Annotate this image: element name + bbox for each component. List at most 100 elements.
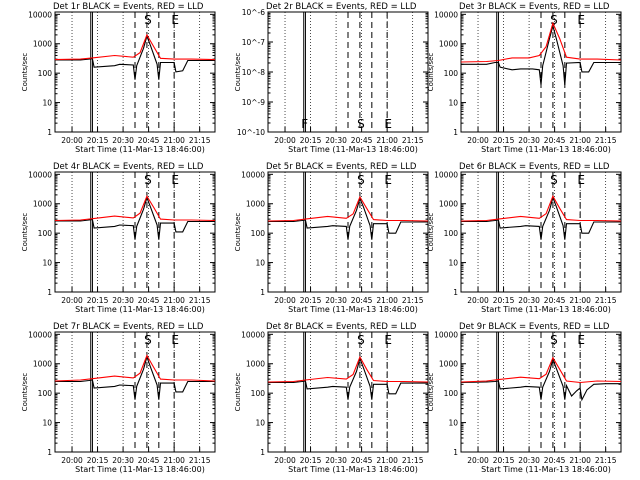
x-tick-label: 21:15 (595, 456, 617, 465)
x-tick-label: 20:30 (518, 296, 540, 305)
x-axis-label: Start Time (11-Mar-13 18:46:00) (75, 465, 205, 474)
y-tick-label: 10^-10 (237, 128, 265, 137)
lld-series-line (267, 355, 429, 383)
x-tick-label: 20:45 (138, 136, 160, 145)
y-tick-label: 10 (42, 99, 52, 108)
x-tick-label: 20:45 (138, 456, 160, 465)
x-tick-label: 20:00 (61, 136, 83, 145)
panel-det-4r: Det 4r BLACK = Events, RED = LLD 1 10 100 10… (21, 162, 216, 314)
x-tick-label: 21:15 (189, 136, 211, 145)
y-axis-label: Counts/sec (234, 373, 242, 412)
y-tick-label: 100 (38, 389, 53, 398)
events-series-line (461, 23, 621, 85)
x-axis-label: Start Time (11-Mar-13 18:46:00) (288, 465, 418, 474)
y-axis-label: Counts/sec (234, 53, 242, 92)
y-tick-label: 1 (260, 448, 265, 457)
y-axis-label: Counts/sec (234, 213, 242, 252)
x-axis-label: Start Time (11-Mar-13 18:46:00) (288, 305, 418, 314)
y-tick-label: 1000 (439, 200, 458, 209)
x-tick-label: 20:00 (274, 136, 296, 145)
x-tick-label: 21:15 (595, 136, 617, 145)
y-tick-label: 1 (260, 288, 265, 297)
event-marker-label: E (577, 173, 585, 187)
panel-title: Det 2r BLACK = Events, RED = LLD (266, 2, 417, 12)
y-tick-label: 10 (448, 259, 458, 268)
y-tick-label: 10000 (28, 10, 52, 19)
x-tick-label: 20:15 (87, 136, 109, 145)
x-tick-label: 21:00 (376, 456, 398, 465)
lld-series-line (54, 354, 216, 382)
events-series-line (460, 357, 621, 402)
y-tick-label: 10 (448, 419, 458, 428)
y-axis-label: Counts/sec (427, 373, 435, 412)
x-tick-label: 20:30 (518, 456, 540, 465)
event-marker-label: E (384, 117, 392, 131)
y-tick-label: 1 (47, 288, 52, 297)
y-tick-label: 10000 (241, 170, 265, 179)
x-tick-label: 20:45 (544, 456, 566, 465)
event-marker-label: S (357, 333, 365, 347)
lld-series-line (54, 194, 216, 222)
y-tick-label: 1 (453, 448, 458, 457)
event-marker-label: S (144, 173, 152, 187)
y-tick-label: 1000 (439, 360, 458, 369)
x-tick-label: 20:15 (493, 456, 515, 465)
y-axis-label: Counts/sec (427, 53, 435, 92)
panel-det-7r: Det 7r BLACK = Events, RED = LLD 1 10 100 10… (21, 322, 216, 474)
x-tick-label: 21:15 (189, 296, 211, 305)
x-tick-label: 21:15 (402, 136, 424, 145)
y-tick-label: 10^-9 (242, 98, 266, 107)
y-axis-label: Counts/sec (21, 373, 29, 412)
y-tick-label: 10000 (28, 170, 52, 179)
y-tick-label: 100 (444, 389, 459, 398)
y-tick-label: 10^-8 (242, 68, 266, 77)
events-series-line (55, 355, 215, 400)
x-tick-label: 20:45 (544, 296, 566, 305)
x-axis-label: Start Time (11-Mar-13 18:46:00) (288, 145, 418, 154)
lld-series-line (460, 21, 622, 63)
event-marker-label: S (144, 13, 152, 27)
x-tick-label: 21:00 (569, 456, 591, 465)
events-series-line (55, 195, 215, 240)
y-tick-label: 10 (255, 259, 265, 268)
y-tick-label: 1 (453, 128, 458, 137)
x-tick-label: 21:15 (189, 456, 211, 465)
y-tick-label: 10 (42, 259, 52, 268)
x-tick-label: 20:45 (544, 136, 566, 145)
x-tick-label: 20:30 (325, 296, 347, 305)
x-tick-label: 20:30 (325, 136, 347, 145)
x-axis-label: Start Time (11-Mar-13 18:46:00) (75, 305, 205, 314)
x-tick-label: 20:00 (274, 296, 296, 305)
x-tick-label: 20:30 (325, 456, 347, 465)
x-tick-label: 21:00 (163, 456, 185, 465)
x-tick-label: 20:45 (351, 456, 373, 465)
x-tick-label: 20:30 (518, 136, 540, 145)
events-series-line (268, 356, 428, 400)
x-tick-label: 21:15 (402, 296, 424, 305)
x-tick-label: 20:15 (300, 136, 322, 145)
y-tick-label: 1 (47, 448, 52, 457)
x-tick-label: 20:00 (467, 136, 489, 145)
panel-det-2r: Det 2r BLACK = Events, RED = LLD 10^-10 10… (234, 2, 429, 154)
events-series-line (461, 195, 621, 240)
x-tick-label: 21:00 (569, 296, 591, 305)
event-marker-label: E (171, 173, 179, 187)
y-tick-label: 100 (251, 229, 266, 238)
y-tick-label: 10000 (241, 330, 265, 339)
y-tick-label: 10000 (28, 330, 52, 339)
y-axis-label: Counts/sec (21, 53, 29, 92)
y-tick-label: 1000 (33, 40, 52, 49)
y-tick-label: 100 (444, 229, 459, 238)
event-marker-label: S (550, 173, 558, 187)
x-tick-label: 20:45 (351, 136, 373, 145)
y-axis-label: Counts/sec (21, 213, 29, 252)
panel-det-6r: Det 6r BLACK = Events, RED = LLD 1 10 100 10… (427, 162, 622, 314)
x-tick-label: 20:30 (112, 456, 134, 465)
x-axis-label: Start Time (11-Mar-13 18:46:00) (481, 305, 611, 314)
panel-title: Det 6r BLACK = Events, RED = LLD (459, 162, 610, 172)
x-tick-label: 20:15 (87, 296, 109, 305)
panel-title: Det 1r BLACK = Events, RED = LLD (53, 2, 204, 12)
y-tick-label: 100 (251, 389, 266, 398)
x-tick-label: 21:00 (569, 136, 591, 145)
y-tick-label: 100 (444, 69, 459, 78)
